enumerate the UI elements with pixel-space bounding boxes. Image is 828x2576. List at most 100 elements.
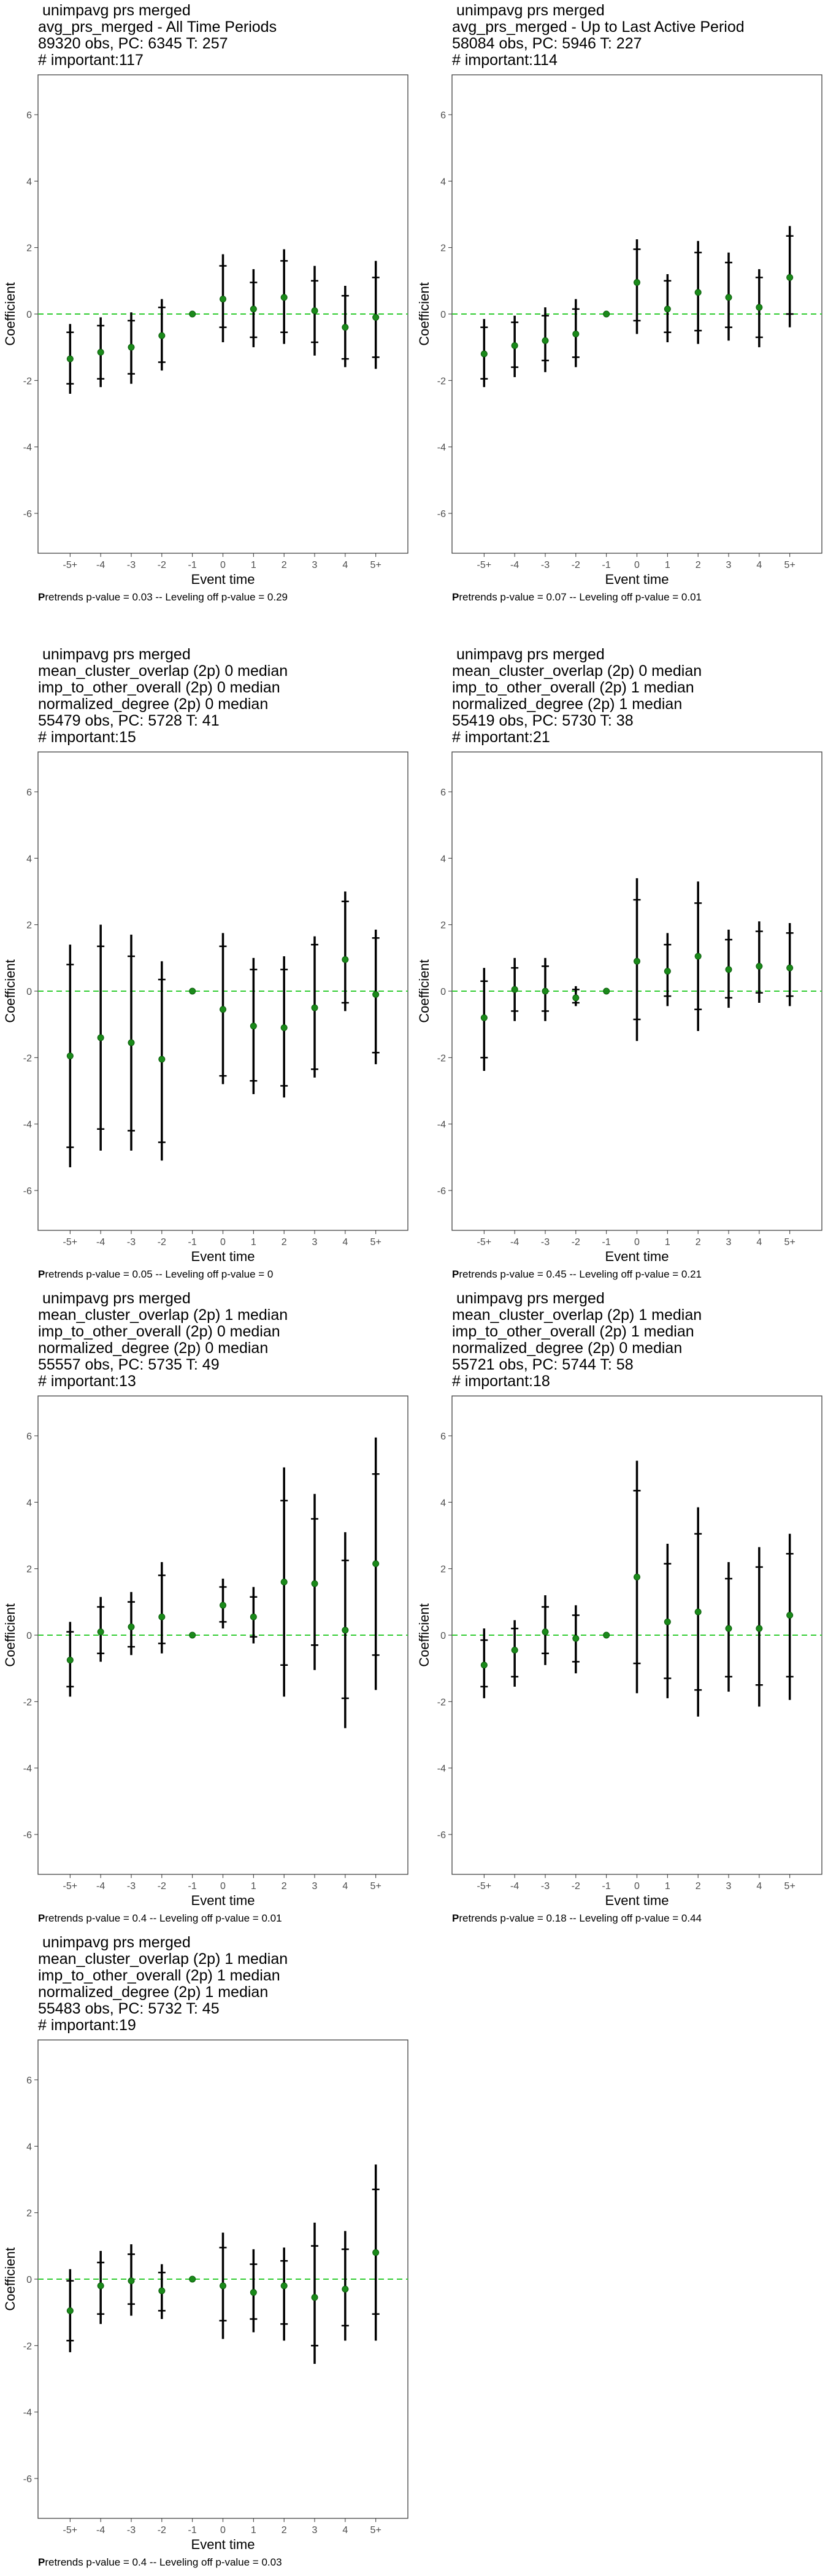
- coefficient-point: [189, 1631, 196, 1639]
- panel-title-line: # important:21: [452, 729, 550, 746]
- x-tick-label: -2: [158, 1881, 166, 1892]
- panel-title-line: 55557 obs, PC: 5735 T: 49: [38, 1356, 220, 1373]
- coefficient-point: [342, 324, 349, 331]
- panel-title-line: imp_to_other_overall (2p) 1 median: [452, 679, 694, 696]
- panel-title-line: 55479 obs, PC: 5728 T: 41: [38, 712, 220, 729]
- y-tick-label: -4: [23, 1120, 32, 1130]
- y-tick-label: -2: [23, 376, 32, 386]
- coefficient-plot: -6 -4 -2 0 2 4 6 -5+ -4 -3 -2 -1 0 1 2 3 4 5+ Event time Co…: [2, 74, 408, 587]
- panel-title-line: unimpavg prs merged: [452, 1290, 605, 1307]
- y-tick-label: -4: [437, 1764, 446, 1774]
- y-tick-label: 4: [26, 177, 32, 187]
- x-tick-label: -2: [158, 1237, 166, 1248]
- coefficient-point: [66, 1657, 74, 1664]
- panel-title: unimpavg prs merged mean_cluster_overlap …: [452, 646, 702, 746]
- panel-title-line: # important:15: [38, 729, 136, 746]
- coefficient-plot: -6 -4 -2 0 2 4 6 -5+ -4 -3 -2 -1 0 1 2 3 4 5+ Event time Co…: [416, 1395, 822, 1908]
- panel-title-line: # important:19: [38, 2017, 136, 2034]
- panel-title: unimpavg prs merged avg_prs_merged - Up t…: [452, 2, 745, 69]
- coefficient-point: [725, 966, 732, 973]
- x-tick-label: -5+: [63, 1237, 78, 1248]
- y-tick-label: 4: [26, 2142, 32, 2152]
- x-tick-label: 3: [312, 1881, 318, 1892]
- x-tick-label: -5+: [477, 1237, 492, 1248]
- coefficient-point: [189, 310, 196, 318]
- coefficient-point: [786, 274, 794, 281]
- coefficient-point: [220, 2282, 226, 2290]
- panel-title-line: 89320 obs, PC: 6345 T: 257: [38, 35, 228, 52]
- coefficient-point: [250, 2289, 257, 2296]
- x-tick-label: 0: [634, 1237, 640, 1248]
- p-value-caption: Pretrends p-value = 0.03 -- Leveling off…: [38, 591, 288, 604]
- x-tick-label: 5+: [784, 1881, 795, 1892]
- x-tick-label: -1: [188, 1237, 197, 1248]
- y-tick-label: 2: [26, 921, 32, 931]
- panel-title-line: normalized_degree (2p) 0 median: [452, 1340, 683, 1357]
- y-tick-label: 0: [26, 310, 32, 320]
- x-tick-label: -1: [188, 1881, 197, 1892]
- y-axis-title: Coefficient: [416, 1603, 432, 1667]
- panel-title-line: unimpavg prs merged: [38, 1934, 191, 1951]
- coefficient-point: [603, 310, 610, 318]
- coefficient-point: [480, 350, 488, 358]
- event-study-panel: unimpavg prs merged mean_cluster_overlap …: [414, 644, 828, 1288]
- y-axis-title: Coefficient: [2, 959, 18, 1023]
- x-tick-label: -5+: [63, 1881, 78, 1892]
- x-tick-label: 4: [342, 1237, 348, 1248]
- coefficient-point: [572, 994, 580, 1002]
- coefficient-point: [158, 332, 166, 339]
- x-tick-label: -2: [572, 560, 580, 570]
- y-axis-title: Coefficient: [2, 2247, 18, 2311]
- x-tick-label: 0: [634, 560, 640, 570]
- y-tick-label: -4: [23, 1764, 32, 1774]
- coefficient-point: [250, 1022, 257, 1030]
- x-tick-label: 2: [282, 1237, 287, 1248]
- x-tick-label: -5+: [63, 560, 78, 570]
- panel-title: unimpavg prs merged mean_cluster_overlap …: [38, 1934, 288, 2034]
- x-tick-label: 2: [282, 560, 287, 570]
- event-study-panel: unimpavg prs merged mean_cluster_overlap …: [0, 1932, 414, 2576]
- coefficient-point: [250, 305, 257, 313]
- coefficient-point: [756, 962, 763, 970]
- x-tick-label: -4: [96, 560, 105, 570]
- y-tick-label: 2: [26, 2209, 32, 2219]
- y-tick-label: 4: [26, 854, 32, 864]
- p-value-caption: Pretrends p-value = 0.4 -- Leveling off …: [38, 1912, 282, 1925]
- y-tick-label: 6: [26, 788, 32, 798]
- y-tick-label: -6: [23, 1186, 32, 1197]
- coefficient-point: [128, 1623, 135, 1630]
- p-value-caption: Pretrends p-value = 0.07 -- Leveling off…: [452, 591, 702, 604]
- panel-title-line: unimpavg prs merged: [38, 1290, 191, 1307]
- coefficient-point: [756, 304, 763, 311]
- coefficient-point: [542, 987, 549, 995]
- event-study-panel: unimpavg prs merged mean_cluster_overlap …: [414, 1288, 828, 1932]
- coefficient-point: [220, 296, 226, 303]
- x-tick-label: -4: [96, 1881, 105, 1892]
- panel-title: unimpavg prs merged avg_prs_merged - All …: [38, 2, 277, 69]
- x-tick-label: -1: [602, 560, 611, 570]
- x-tick-label: 2: [696, 560, 701, 570]
- y-tick-label: 6: [26, 1432, 32, 1442]
- y-tick-label: -2: [437, 376, 446, 386]
- coefficient-point: [511, 1646, 518, 1654]
- x-tick-label: 4: [756, 1881, 762, 1892]
- coefficient-point: [280, 2282, 288, 2290]
- x-tick-label: 4: [342, 560, 348, 570]
- x-axis-title: Event time: [191, 1249, 255, 1264]
- x-axis-title: Event time: [191, 1893, 255, 1908]
- coefficient-point: [97, 348, 104, 356]
- x-tick-label: -4: [510, 1237, 519, 1248]
- event-study-panel: unimpavg prs merged avg_prs_merged - Up t…: [414, 0, 828, 644]
- coefficient-point: [66, 1052, 74, 1060]
- x-tick-label: -3: [127, 1237, 136, 1248]
- coefficient-plot: -6 -4 -2 0 2 4 6 -5+ -4 -3 -2 -1 0 1 2 3 4 5+ Event time Co…: [2, 2039, 408, 2552]
- coefficient-point: [572, 331, 580, 337]
- panel-title: unimpavg prs merged mean_cluster_overlap …: [38, 1290, 288, 1390]
- coefficient-point: [372, 2249, 380, 2256]
- coefficient-point: [220, 1601, 226, 1609]
- y-tick-label: -4: [437, 1120, 446, 1130]
- coefficient-plot: -6 -4 -2 0 2 4 6 -5+ -4 -3 -2 -1 0 1 2 3 4 5+ Event time Co…: [416, 74, 822, 587]
- x-tick-label: -3: [541, 560, 550, 570]
- y-tick-label: -2: [23, 2341, 32, 2352]
- x-tick-label: 4: [756, 560, 762, 570]
